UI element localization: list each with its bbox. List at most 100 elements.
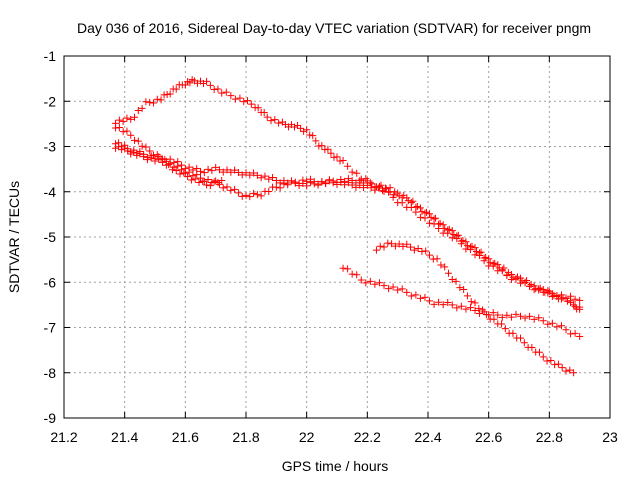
data-point [265, 175, 273, 183]
data-point [267, 117, 275, 125]
data-point [441, 225, 449, 233]
data-point [448, 301, 456, 309]
data-point [377, 181, 385, 189]
data-point [527, 281, 535, 289]
data-point [166, 90, 174, 98]
data-point [576, 296, 584, 304]
data-point [231, 166, 239, 174]
data-point [558, 364, 566, 372]
data-point [485, 255, 493, 263]
data-point [161, 155, 169, 163]
data-point [151, 157, 159, 165]
data-point [295, 179, 303, 187]
data-point [219, 184, 227, 192]
data-point [416, 294, 424, 302]
data-point [291, 123, 299, 131]
data-point [187, 176, 195, 184]
data-point [138, 142, 146, 150]
data-point [453, 304, 461, 312]
data-point [138, 104, 146, 112]
data-point [548, 293, 556, 301]
data-point [427, 214, 435, 222]
data-point [253, 171, 261, 179]
y-tick-label: -5 [44, 229, 57, 245]
data-point [324, 145, 332, 153]
data-point [210, 178, 218, 186]
data-point [363, 177, 371, 185]
data-point [550, 291, 558, 299]
x-axis-label: GPS time / hours [282, 458, 389, 474]
data-point [180, 169, 188, 177]
data-point [422, 208, 430, 216]
data-point [299, 176, 307, 184]
data-point [468, 242, 476, 250]
data-point [416, 204, 424, 212]
data-point [271, 116, 279, 124]
data-point [547, 357, 555, 365]
data-point [435, 220, 443, 228]
data-point [482, 310, 490, 318]
data-point [244, 97, 252, 105]
data-point [362, 279, 370, 287]
data-point [203, 77, 211, 85]
data-point [368, 180, 376, 188]
data-point [212, 163, 220, 171]
data-point [136, 150, 144, 158]
data-point [146, 147, 154, 155]
data-point [131, 113, 139, 121]
x-tick-label: 21.6 [172, 429, 199, 445]
data-point [498, 313, 506, 321]
y-axis-label: SDTVAR / TECUs [6, 181, 22, 293]
data-point [526, 312, 534, 320]
data-point [223, 166, 231, 174]
data-point [375, 279, 383, 287]
data-point [452, 277, 460, 285]
data-point [557, 322, 565, 330]
data-point [240, 98, 248, 106]
data-point [409, 197, 417, 205]
data-point [130, 148, 138, 156]
data-point [246, 171, 254, 179]
data-point [337, 176, 345, 184]
data-point [388, 240, 396, 248]
data-point [344, 175, 352, 183]
series-sat-d [112, 123, 226, 190]
data-point [456, 284, 464, 292]
data-point [457, 237, 465, 245]
data-point [157, 96, 165, 104]
data-point [528, 344, 536, 352]
x-tick-label: 22.8 [536, 429, 563, 445]
data-point [413, 202, 421, 210]
data-point [399, 242, 407, 250]
data-point [407, 243, 415, 251]
data-point [444, 226, 452, 234]
x-tick-label: 21.2 [50, 429, 77, 445]
data-point [494, 311, 502, 319]
data-point [204, 165, 212, 173]
data-point [500, 264, 508, 272]
data-point [231, 185, 239, 193]
data-point [322, 179, 330, 187]
data-point [312, 137, 320, 145]
data-point [306, 175, 314, 183]
data-point [426, 297, 434, 305]
data-point [539, 353, 547, 361]
data-point [371, 280, 379, 288]
data-point [360, 179, 368, 187]
data-point [168, 166, 176, 174]
y-tick-label: -8 [44, 365, 57, 381]
x-tick-label: 22 [299, 429, 315, 445]
data-point [391, 188, 399, 196]
series-sat-c [112, 143, 584, 313]
data-point [333, 178, 341, 186]
data-point [260, 108, 268, 116]
data-point [263, 113, 271, 121]
data-point [215, 166, 223, 174]
data-point [294, 121, 302, 129]
data-point [218, 89, 226, 97]
y-tick-label: -4 [44, 184, 57, 200]
data-point [498, 266, 506, 274]
data-point [142, 98, 150, 106]
data-point [206, 182, 214, 190]
data-point [466, 243, 474, 251]
